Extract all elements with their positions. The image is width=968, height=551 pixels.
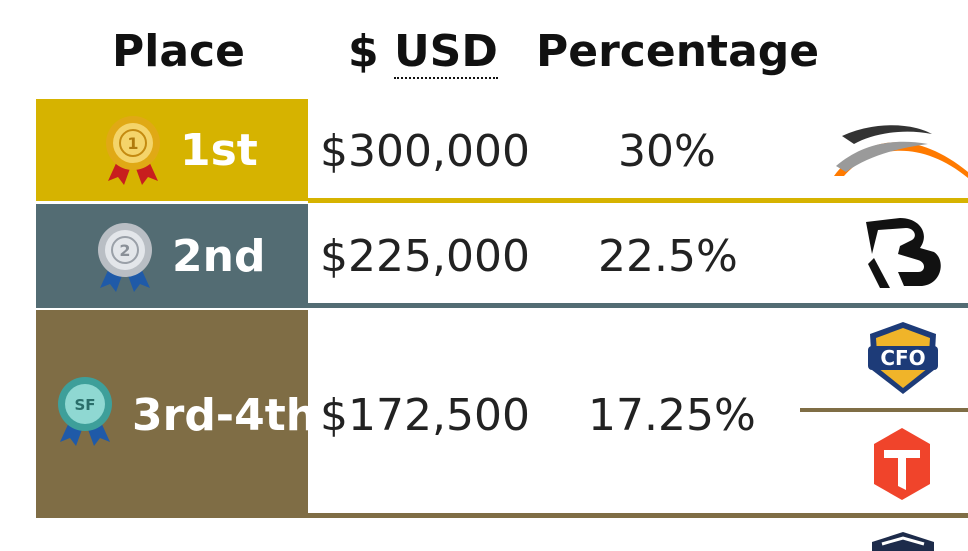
- header-place: Place: [112, 26, 245, 77]
- header-percentage: Percentage: [536, 26, 820, 77]
- header-usd-abbr[interactable]: USD: [393, 26, 498, 79]
- svg-text:SF: SF: [74, 396, 95, 414]
- gold-medal-icon: 1: [106, 116, 160, 185]
- place-cell-2nd: 2 2nd: [36, 204, 308, 308]
- percentage-value: 30%: [618, 126, 716, 177]
- red-t-team-logo: [874, 428, 930, 500]
- silver-medal-icon: 2: [98, 223, 152, 292]
- place-label: 2nd: [172, 230, 266, 282]
- header-usd: $ USD: [348, 26, 498, 79]
- place-label: 3rd-4th: [132, 390, 318, 441]
- usd-value: $172,500: [320, 390, 530, 441]
- place-cell-3rd-4th: SF 3rd-4th: [36, 310, 317, 515]
- place-label: 1st: [180, 124, 258, 176]
- row-divider: [308, 303, 968, 308]
- row-divider: [308, 198, 968, 203]
- svg-text:2: 2: [119, 241, 130, 260]
- svg-text:1: 1: [127, 134, 138, 153]
- svg-text:CFO: CFO: [880, 346, 925, 370]
- usd-value: $225,000: [320, 231, 530, 282]
- usd-value: $300,000: [320, 126, 530, 177]
- header-usd-symbol: $: [348, 26, 379, 77]
- row-divider: [36, 513, 968, 518]
- place-cell-1st: 1 1st: [36, 99, 308, 201]
- percentage-value: 17.25%: [588, 390, 756, 441]
- team-divider: [800, 408, 968, 412]
- semifinal-medal-icon: SF: [58, 377, 112, 446]
- team-logo-partial: [872, 532, 934, 551]
- cfo-team-logo: CFO: [868, 322, 938, 394]
- orange-swoosh-team-logo: [834, 125, 968, 178]
- kr-team-logo: [866, 218, 941, 288]
- percentage-value: 22.5%: [598, 231, 738, 282]
